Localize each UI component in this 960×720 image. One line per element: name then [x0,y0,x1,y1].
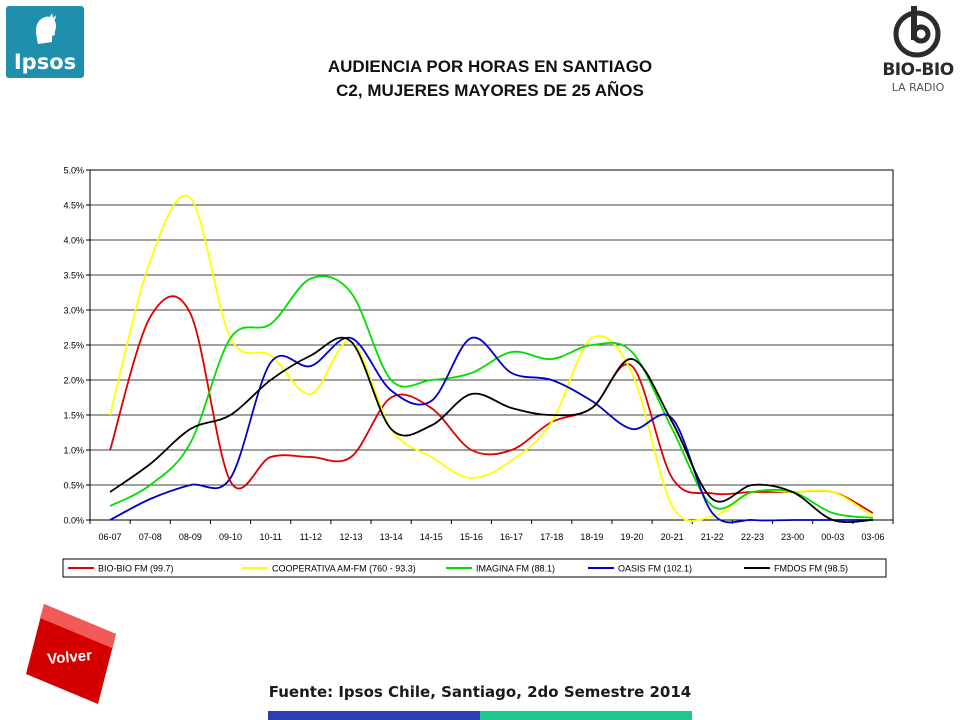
y-tick-label: 1.5% [63,411,84,421]
footer-bar-teal [480,711,692,720]
biobio-logo-text: BIO-BIO [882,60,954,80]
x-tick-label: 23-00 [781,532,804,542]
y-tick-label: 4.0% [63,236,84,246]
x-tick-label: 14-15 [420,532,443,542]
x-tick-label: 13-14 [380,532,403,542]
y-tick-label: 2.0% [63,376,84,386]
x-tick-label: 17-18 [540,532,563,542]
y-tick-label: 0.5% [63,481,84,491]
x-tick-label: 07-08 [139,532,162,542]
x-tick-label: 19-20 [621,532,644,542]
series-line-2 [109,275,874,519]
y-tick-label: 1.0% [63,446,84,456]
y-tick-label: 4.5% [63,201,84,211]
legend-box [62,558,887,578]
legend-label: OASIS FM (102.1) [618,564,692,574]
biobio-logo: BIO-BIO LA RADIO [878,4,958,104]
series-line-4 [109,336,873,523]
volver-label: Volver [47,647,93,668]
x-tick-label: 20-21 [661,532,684,542]
footer-bar-blue [268,711,480,720]
source-note: Fuente: Ipsos Chile, Santiago, 2do Semes… [268,683,692,701]
x-tick-label: 03-06 [861,532,884,542]
y-tick-label: 2.5% [63,341,84,351]
legend-label: IMAGINA FM (88.1) [476,564,555,574]
chart-subtitle: C2, MUJERES MAYORES DE 25 AÑOS [336,81,644,100]
x-tick-label: 09-10 [219,532,242,542]
x-tick-label: 12-13 [339,532,362,542]
series-line-3 [109,336,873,524]
x-tick-label: 22-23 [741,532,764,542]
y-tick-label: 5.0% [63,166,84,176]
biobio-logo-subtext: LA RADIO [891,81,945,94]
legend-label: FMDOS FM (98.5) [774,564,848,574]
x-tick-label: 21-22 [701,532,724,542]
y-tick-label: 0.0% [63,516,84,526]
x-tick-label: 11-12 [300,532,322,542]
x-tick-label: 15-16 [460,532,483,542]
chart-title: AUDIENCIA POR HORAS EN SANTIAGO [327,57,653,76]
ipsos-head-icon [36,13,56,44]
legend-label: COOPERATIVA AM-FM (760 - 93.3) [272,564,416,574]
x-tick-label: 18-19 [580,532,603,542]
legend-label: BIO-BIO FM (99.7) [98,564,174,574]
x-tick-label: 06-07 [99,532,122,542]
x-tick-label: 16-17 [500,532,523,542]
ipsos-logo: Ipsos [6,6,84,78]
series-line-0 [109,295,874,514]
biobio-mark-icon [893,6,941,58]
y-tick-label: 3.0% [63,306,84,316]
x-tick-label: 10-11 [259,532,281,542]
y-tick-label: 3.5% [63,271,84,281]
ipsos-logo-text: Ipsos [13,50,77,74]
x-tick-label: 00-03 [821,532,844,542]
series-line-1 [109,194,874,522]
volver-button[interactable]: Volver [26,604,116,704]
x-tick-label: 08-09 [179,532,202,542]
